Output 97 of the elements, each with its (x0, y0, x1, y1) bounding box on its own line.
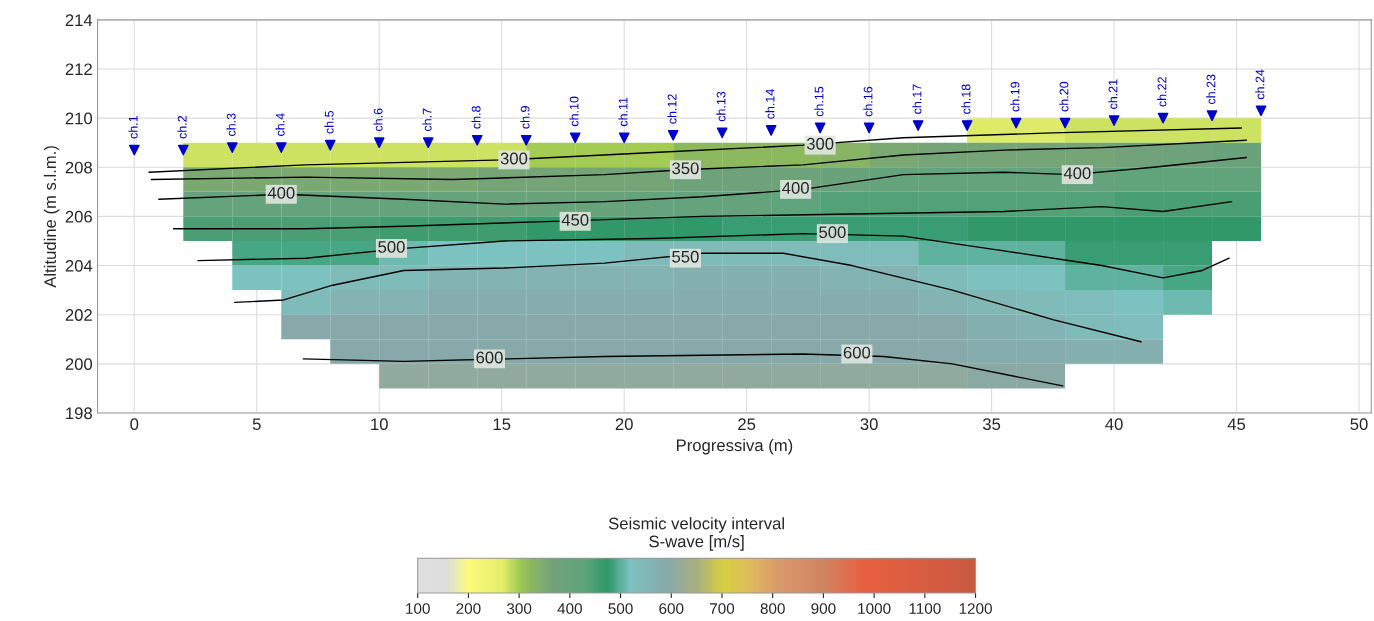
point (1206, 110, 1218, 122)
data-label: ch.10 (569, 96, 579, 127)
y-tick-label: 200 (65, 358, 93, 371)
x-axis-title: Progressiva (m) (676, 438, 793, 455)
annotation: 350 (672, 162, 699, 175)
x-tick-label: 40 (1105, 418, 1123, 431)
x-tick-label: 15 (493, 418, 511, 431)
point (667, 129, 679, 141)
point (471, 134, 483, 146)
data-label: ch.21 (1108, 79, 1118, 109)
data-label: ch.24 (1255, 69, 1265, 100)
y-axis-title: Altitudine (m s.l.m.) (43, 146, 60, 288)
annotation: 450 (561, 214, 589, 226)
annotation: 400 (782, 182, 809, 194)
point (177, 144, 189, 156)
point (1010, 117, 1022, 129)
annotation: 550 (672, 250, 699, 263)
line-series (150, 139, 1248, 181)
data-label: ch.13 (716, 91, 726, 122)
point (618, 132, 630, 144)
point (422, 137, 434, 149)
y-tick-label: 204 (65, 259, 93, 272)
annotation: 400 (267, 186, 295, 199)
point (324, 139, 336, 151)
point (765, 125, 777, 136)
color-bar-label: 100 (406, 603, 430, 614)
x-tick-label: 45 (1227, 418, 1246, 431)
data-label: ch.23 (1206, 74, 1216, 105)
color-bar-label: 500 (608, 603, 633, 614)
data-label: ch.17 (912, 84, 922, 114)
color-bar-label: 1200 (959, 603, 992, 614)
x-tick-label: 25 (738, 418, 756, 431)
y-tick-label: 198 (66, 407, 92, 420)
color-bar-label: 700 (710, 603, 735, 614)
y-tick-label: 212 (65, 63, 92, 76)
color-bar-label: 1000 (858, 603, 891, 614)
data-label: ch.22 (1157, 77, 1167, 107)
data-label: ch.16 (863, 86, 873, 117)
point (128, 144, 140, 156)
color-bar-label: 800 (760, 603, 785, 614)
color-bar-label: 300 (506, 603, 532, 614)
point (1108, 115, 1120, 126)
point (1157, 112, 1169, 124)
point (520, 134, 532, 146)
data-label: ch.1 (128, 115, 138, 139)
x-tick-label: 35 (982, 418, 1001, 431)
data-label: ch.7 (422, 108, 432, 132)
data-label: ch.2 (177, 115, 187, 139)
y-tick-label: 208 (65, 161, 92, 174)
point (863, 122, 875, 134)
data-label: ch.14 (765, 89, 775, 119)
y-tick-label: 206 (65, 210, 92, 223)
x-tick-label: 5 (252, 418, 261, 431)
annotation: 600 (476, 351, 503, 364)
data-label: ch.3 (226, 113, 236, 136)
x-tick-label: 20 (615, 418, 633, 431)
x-tick-label: 10 (371, 418, 388, 431)
data-label: ch.18 (961, 84, 971, 114)
color-bar-title: Seismic velocity interval S-wave [m/s] (608, 517, 784, 551)
point (1059, 117, 1071, 129)
data-label: ch.19 (1010, 81, 1020, 112)
point (226, 142, 238, 153)
y-tick-label: 214 (65, 14, 93, 26)
data-label: ch.8 (471, 106, 481, 129)
x-tick-label: 50 (1350, 418, 1368, 431)
color-bar-label: 900 (811, 603, 836, 614)
color-bar-label: 400 (557, 603, 582, 614)
y-tick-label: 202 (65, 309, 92, 321)
data-label: ch.6 (373, 108, 383, 132)
data-label: ch.15 (814, 86, 824, 117)
annotation: 400 (1063, 167, 1091, 180)
annotation: 500 (378, 241, 405, 253)
data-label: ch.12 (667, 94, 677, 124)
x-tick-label: 30 (860, 418, 878, 431)
line-series (234, 252, 1142, 343)
point (373, 137, 385, 149)
point (569, 132, 581, 144)
color-bar-label: 600 (659, 603, 684, 614)
annotation: 300 (806, 137, 834, 150)
annotation: 500 (819, 226, 846, 239)
data-label: ch.20 (1059, 81, 1069, 112)
point (275, 142, 287, 153)
color-bar-label: 1100 (909, 603, 941, 614)
point (814, 122, 826, 134)
data-label: ch.5 (324, 110, 334, 134)
point (912, 120, 924, 131)
color-bar-label: 200 (456, 603, 481, 614)
annotation: 300 (500, 152, 528, 165)
point (961, 120, 973, 131)
point (1255, 105, 1267, 117)
data-label: ch.4 (275, 113, 285, 136)
point (716, 127, 728, 139)
data-label: ch.9 (520, 106, 530, 129)
annotation: 600 (843, 346, 871, 359)
x-tick-label: 0 (130, 418, 139, 431)
data-label: ch.11 (618, 97, 628, 127)
y-tick-label: 210 (65, 112, 93, 125)
